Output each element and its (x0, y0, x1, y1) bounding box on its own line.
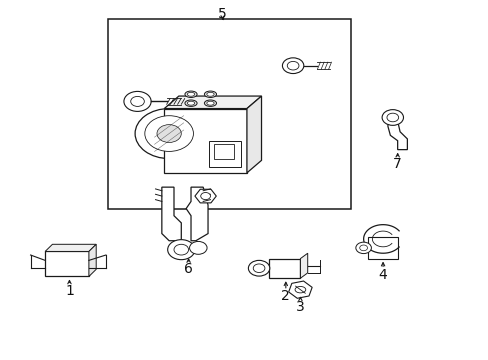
Ellipse shape (184, 100, 197, 107)
Text: 3: 3 (295, 300, 304, 314)
Ellipse shape (206, 101, 214, 105)
Circle shape (130, 96, 144, 107)
Ellipse shape (184, 91, 197, 98)
Bar (368, 237, 397, 258)
Circle shape (282, 58, 303, 73)
Text: 5: 5 (218, 7, 226, 21)
Polygon shape (246, 96, 261, 173)
Ellipse shape (204, 91, 216, 98)
Circle shape (359, 245, 367, 251)
Bar (214, 144, 233, 158)
Polygon shape (45, 244, 96, 251)
Circle shape (386, 113, 398, 122)
Ellipse shape (204, 100, 216, 107)
Polygon shape (89, 244, 96, 276)
Polygon shape (186, 187, 207, 241)
Ellipse shape (206, 92, 214, 96)
Polygon shape (387, 121, 407, 150)
Circle shape (287, 62, 298, 70)
Circle shape (157, 125, 181, 143)
Polygon shape (300, 253, 307, 278)
Circle shape (123, 91, 151, 111)
Text: 7: 7 (392, 157, 401, 171)
Polygon shape (164, 96, 261, 109)
Ellipse shape (294, 287, 305, 293)
Circle shape (248, 260, 269, 276)
Circle shape (355, 242, 371, 253)
Bar (268, 258, 300, 278)
Circle shape (144, 116, 193, 152)
Circle shape (381, 110, 403, 125)
Circle shape (201, 193, 210, 200)
Bar (164, 109, 246, 173)
Text: 1: 1 (65, 284, 74, 298)
Text: 6: 6 (184, 262, 193, 276)
Circle shape (253, 264, 264, 273)
Bar (108, 19, 351, 208)
Text: 2: 2 (281, 289, 289, 303)
Ellipse shape (187, 101, 194, 105)
Ellipse shape (187, 92, 194, 96)
Bar (209, 141, 241, 167)
Circle shape (189, 242, 206, 254)
Text: 4: 4 (378, 268, 386, 282)
Circle shape (135, 109, 203, 158)
Bar (45, 251, 89, 276)
Circle shape (167, 240, 195, 260)
Circle shape (174, 244, 188, 255)
Polygon shape (162, 187, 181, 241)
